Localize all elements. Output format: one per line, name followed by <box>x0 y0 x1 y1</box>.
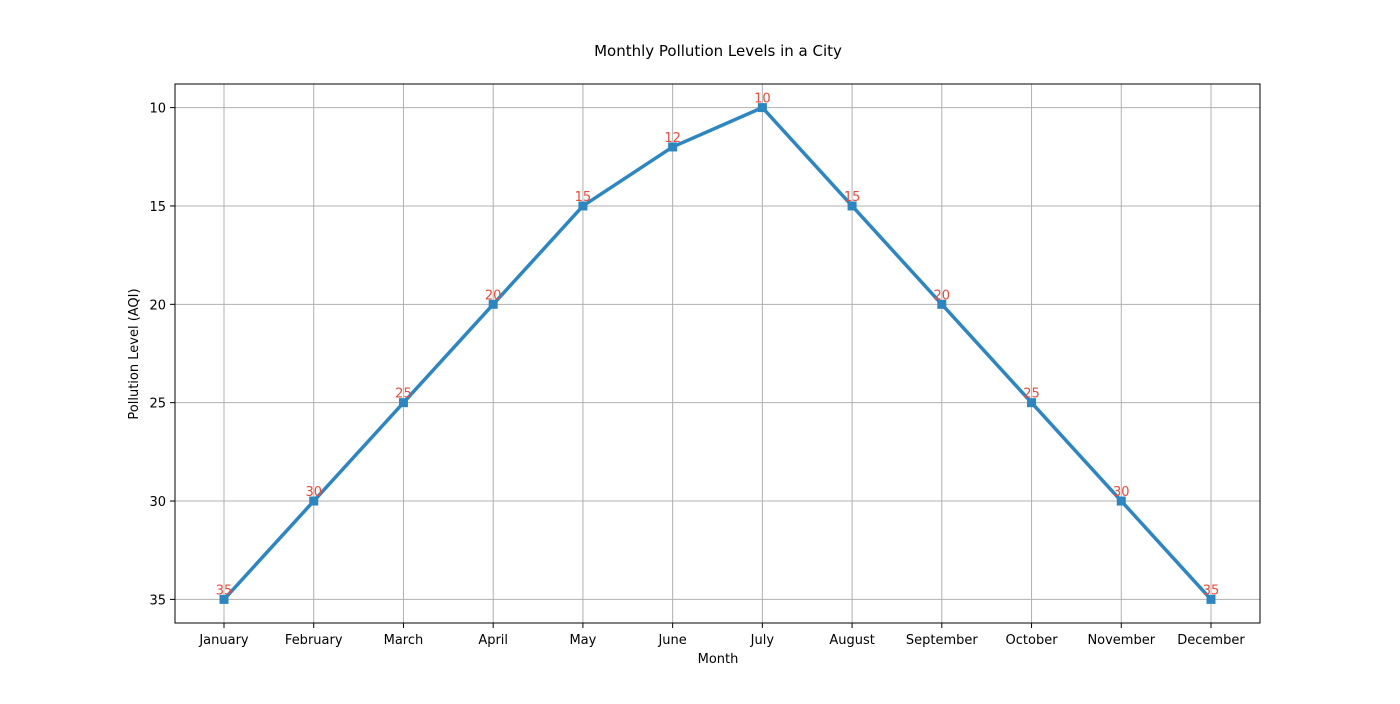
x-tick-label: December <box>1177 633 1245 648</box>
y-axis-label: Pollution Level (AQI) <box>127 288 142 419</box>
y-tick-label: 25 <box>149 397 166 412</box>
data-point-marker <box>668 142 678 152</box>
data-point-marker <box>488 299 498 309</box>
x-tick-label: July <box>750 633 775 648</box>
data-label: 12 <box>664 131 681 146</box>
series-layer <box>219 103 1216 604</box>
y-tick-label: 20 <box>149 298 166 313</box>
y-tick-label: 30 <box>149 495 166 510</box>
data-point-marker <box>1116 496 1126 506</box>
y-tick-label: 35 <box>149 593 166 608</box>
data-point-marker <box>219 594 229 604</box>
data-point-marker <box>757 103 767 113</box>
y-tick-label: 15 <box>149 200 166 215</box>
data-point-marker <box>1206 594 1216 604</box>
data-point-marker <box>937 299 947 309</box>
plot-frame <box>174 83 1261 624</box>
data-point-marker <box>398 398 408 408</box>
data-point-marker <box>309 496 319 506</box>
y-tick-label: 10 <box>149 102 166 117</box>
x-tick-label: January <box>198 633 249 648</box>
grid <box>175 84 1260 623</box>
x-tick-label: June <box>657 633 686 648</box>
data-label: 35 <box>1203 583 1220 598</box>
chart-title: Monthly Pollution Levels in a City <box>594 42 842 60</box>
data-label: 30 <box>305 485 322 500</box>
x-tick-label: February <box>285 633 343 648</box>
data-point-marker <box>578 201 588 211</box>
data-label: 25 <box>1023 387 1040 402</box>
data-labels-layer: 35 30 25 20 15 12 10 15 20 25 30 35 <box>216 92 1220 599</box>
data-label: 15 <box>844 190 861 205</box>
x-tick-label: March <box>384 633 424 648</box>
x-tick-label: November <box>1087 633 1155 648</box>
y-axis-ticks: 10 15 20 25 30 35 <box>149 102 175 608</box>
x-tick-label: May <box>569 633 596 648</box>
x-axis-label: Month <box>698 652 739 667</box>
x-tick-label: October <box>1006 633 1059 648</box>
data-point-marker <box>1027 398 1037 408</box>
series-line <box>222 105 1213 602</box>
x-tick-label: August <box>829 633 875 648</box>
x-tick-label: September <box>906 633 979 648</box>
data-label: 20 <box>934 288 951 303</box>
x-axis-ticks: January February March April May June July Augu… <box>198 623 1245 648</box>
x-tick-label: April <box>478 633 508 648</box>
data-point-marker <box>847 201 857 211</box>
data-label: 15 <box>575 190 592 205</box>
data-label: 25 <box>395 387 412 402</box>
data-label: 10 <box>754 92 771 107</box>
data-label: 30 <box>1113 485 1130 500</box>
data-label: 20 <box>485 288 502 303</box>
data-label: 35 <box>216 583 233 598</box>
